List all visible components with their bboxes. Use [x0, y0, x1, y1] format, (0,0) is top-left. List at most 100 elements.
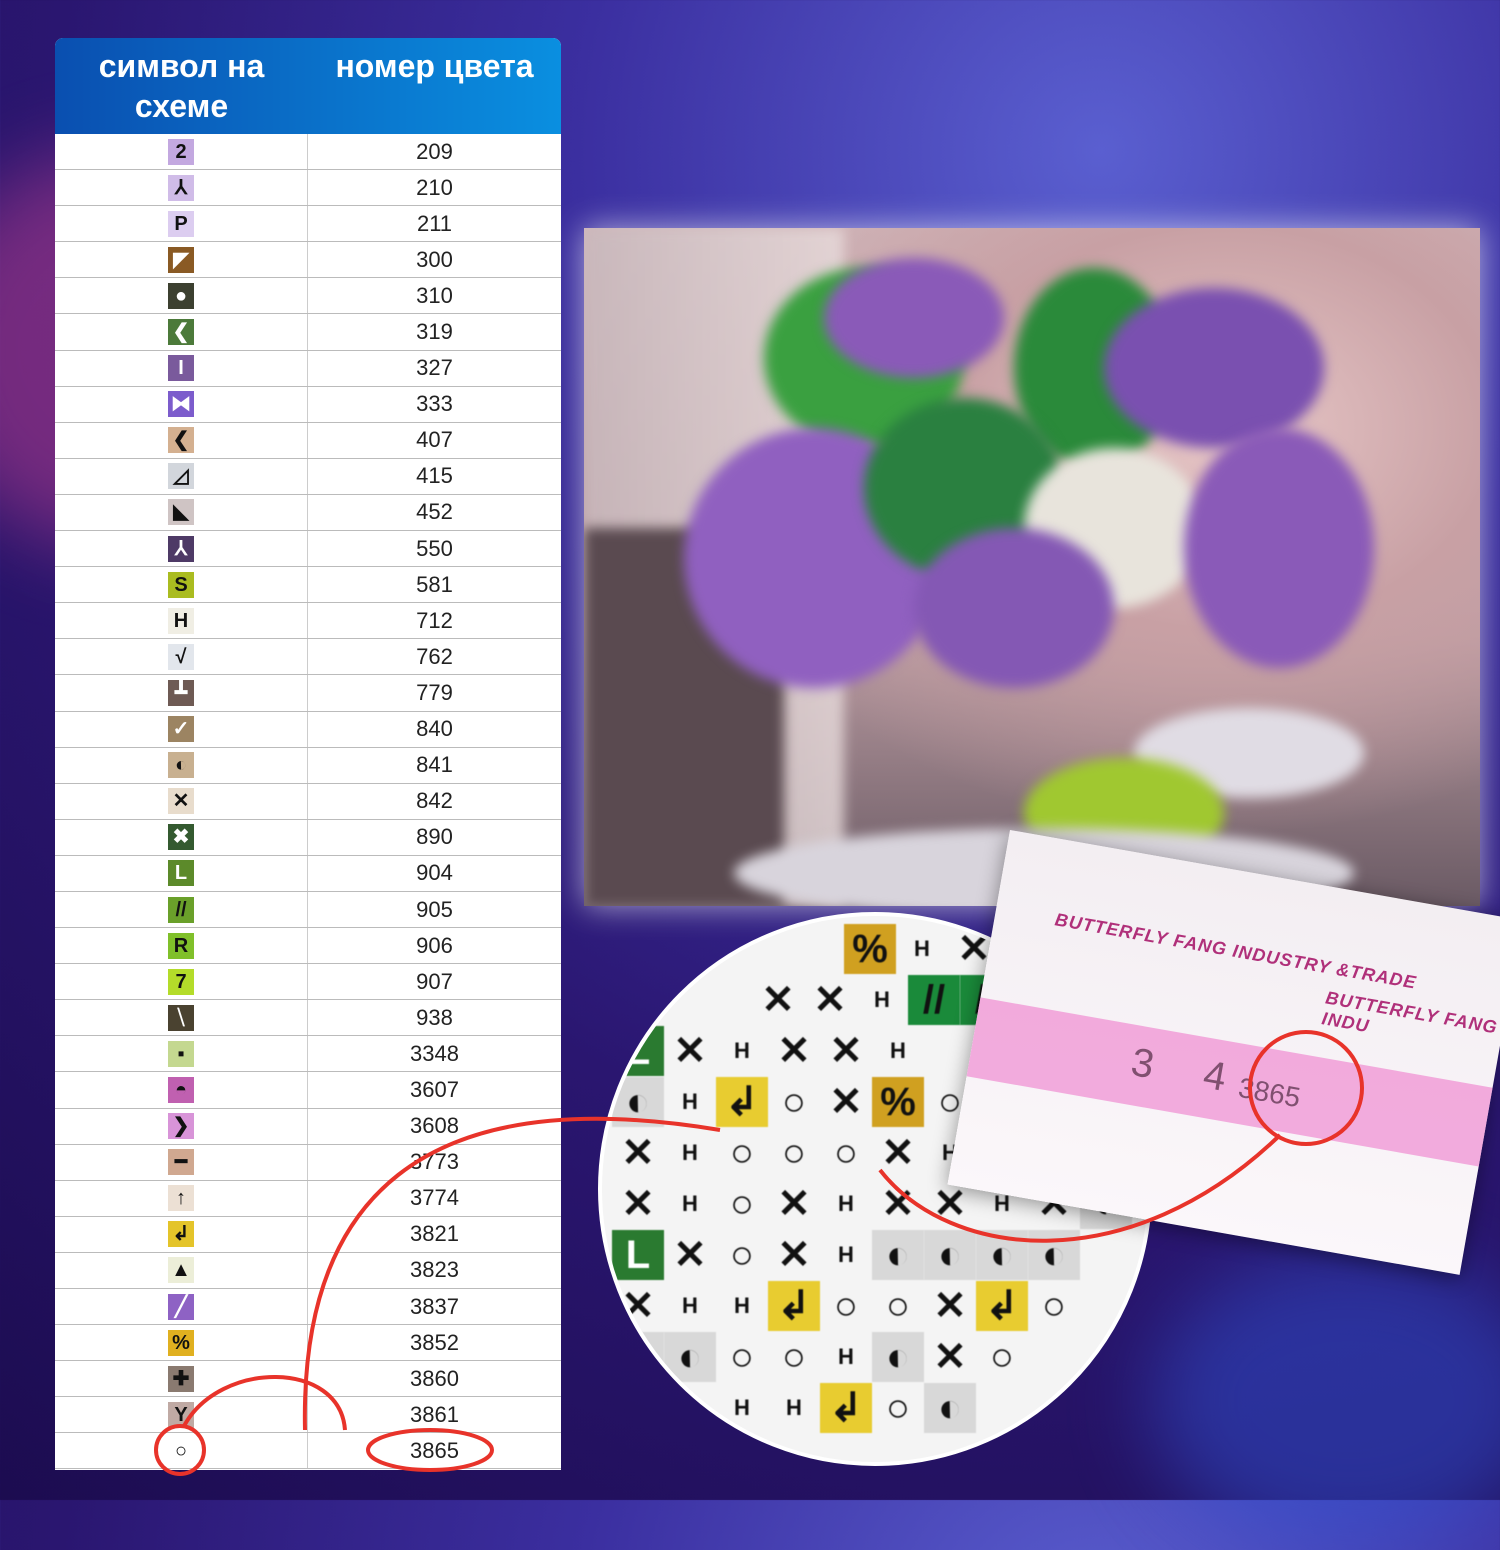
- symbol-cell: ✓: [55, 711, 308, 747]
- pattern-symbol-icon: ━: [168, 1149, 194, 1176]
- pattern-symbol-icon: ❯: [168, 1113, 194, 1140]
- magnified-symbol: ○: [833, 1283, 859, 1328]
- color-legend-table: символ на схеме номер цвета 2 209 ⅄ 210 P 211…: [55, 38, 561, 1470]
- pattern-symbol-icon: ✓: [168, 716, 194, 743]
- magnified-symbol: H: [890, 1038, 906, 1063]
- table-row: ┻ 779: [55, 675, 561, 712]
- magnified-symbol: H: [786, 1395, 802, 1420]
- pattern-symbol-icon: √: [168, 643, 194, 670]
- pattern-symbol-icon: ◣: [168, 499, 194, 526]
- table-row: ❮ 319: [55, 314, 561, 351]
- table-row: ✓ 840: [55, 711, 561, 748]
- magnified-symbol: %: [844, 924, 896, 974]
- color-number: 3852: [410, 1329, 459, 1355]
- magnified-symbol: H: [734, 1038, 750, 1063]
- pattern-symbol-icon: L: [168, 860, 194, 887]
- color-number: 3608: [410, 1113, 459, 1139]
- highlight-number-ellipse: [366, 1428, 494, 1472]
- table-row: ⅄ 550: [55, 531, 561, 568]
- pattern-symbol-icon: ●: [168, 282, 194, 309]
- color-number: 3823: [410, 1257, 459, 1283]
- table-row: √ 762: [55, 639, 561, 676]
- symbol-cell: ◿: [55, 458, 308, 494]
- color-number: 3860: [410, 1365, 459, 1391]
- color-number: 712: [416, 607, 453, 633]
- color-number: 938: [416, 1004, 453, 1030]
- magnified-symbol: H: [682, 1293, 698, 1318]
- magnified-symbol: ○: [729, 1334, 755, 1379]
- symbol-cell: ❮: [55, 314, 308, 350]
- symbol-cell: ❯: [55, 1108, 308, 1144]
- magnified-symbol: ○: [833, 1130, 859, 1175]
- magnified-symbol: ○: [625, 1385, 651, 1430]
- symbol-cell: Y: [55, 1397, 308, 1433]
- table-row: ━ 3773: [55, 1144, 561, 1181]
- color-number: 842: [416, 788, 453, 814]
- pattern-symbol-icon: 7: [168, 968, 194, 995]
- color-number: 762: [416, 643, 453, 669]
- color-number: 210: [416, 174, 453, 200]
- color-number: 327: [416, 355, 453, 381]
- color-number: 3861: [410, 1401, 459, 1427]
- magnified-symbol: ○: [1041, 1283, 1067, 1328]
- symbol-cell: ◣: [55, 494, 308, 531]
- pattern-symbol-icon: //: [168, 896, 194, 923]
- color-number: 904: [416, 860, 453, 886]
- connector-line: [878, 1133, 1282, 1243]
- symbol-cell: P: [55, 206, 308, 242]
- symbol-cell: ○: [55, 1433, 308, 1469]
- pattern-symbol-icon: ✖: [168, 824, 194, 851]
- magnified-symbol: H: [682, 1089, 698, 1114]
- pattern-symbol-icon: ⧹: [168, 1004, 194, 1031]
- symbol-cell: ⧓: [55, 386, 308, 422]
- magnified-symbol: ◐: [924, 1230, 976, 1280]
- table-row: ▪ 3348: [55, 1036, 561, 1073]
- symbol-cell: ▲: [55, 1252, 308, 1288]
- pattern-symbol-icon: S: [168, 571, 194, 598]
- table-row: ⧓ 333: [55, 386, 561, 423]
- table-row: ◣ 452: [55, 494, 561, 532]
- magnified-symbol: ○: [885, 1283, 911, 1328]
- symbol-cell: ●: [55, 278, 308, 314]
- table-row: L 904: [55, 855, 561, 892]
- symbol-cell: 2: [55, 134, 308, 170]
- magnified-symbol: ✕: [829, 1080, 863, 1124]
- symbol-cell: ✚: [55, 1361, 308, 1397]
- pattern-symbol-icon: ┻: [168, 679, 194, 706]
- symbol-cell: ↲: [55, 1216, 308, 1252]
- magnified-symbol: ✕: [621, 1131, 655, 1175]
- symbol-cell: ↑: [55, 1180, 308, 1216]
- pattern-symbol-icon: ◐: [168, 752, 194, 779]
- symbol-cell: H: [55, 603, 308, 639]
- magnified-symbol: ✕: [777, 1182, 811, 1226]
- pattern-symbol-icon: ✚: [168, 1365, 194, 1392]
- color-number: 581: [416, 571, 453, 597]
- magnified-symbol: ✕: [777, 1029, 811, 1073]
- color-number: 840: [416, 716, 453, 742]
- symbol-cell: ◤: [55, 242, 308, 278]
- pattern-symbol-icon: ○: [168, 1437, 194, 1464]
- table-row: ◤ 300: [55, 242, 561, 279]
- magnified-symbol: ✕: [621, 1182, 655, 1226]
- symbol-cell: I: [55, 350, 308, 386]
- symbol-cell: %: [55, 1325, 308, 1361]
- symbol-cell: √: [55, 639, 308, 675]
- color-number: 333: [416, 391, 453, 417]
- symbol-cell: ┻: [55, 675, 308, 711]
- pattern-symbol-icon: ▲: [168, 1257, 194, 1284]
- magnified-symbol: ○: [729, 1181, 755, 1226]
- pattern-symbol-icon: %: [168, 1329, 194, 1356]
- color-number: 209: [416, 138, 453, 164]
- table-body: 2 209 ⅄ 210 P 211 ◤ 300 ● 310 ❮ 319 I 327 ⧓ 333 ❮ 407 ◿ 415…: [55, 134, 561, 1470]
- table-row: ◐ 841: [55, 747, 561, 784]
- table-row: ◓ 3607: [55, 1072, 561, 1109]
- color-number: 415: [416, 463, 453, 489]
- pattern-symbol-icon: ⅄: [168, 535, 194, 562]
- table-row: ╱ 3837: [55, 1289, 561, 1326]
- magnified-symbol: %: [872, 1077, 924, 1127]
- header-number: номер цвета: [335, 48, 534, 84]
- magnified-symbol: H: [682, 1140, 698, 1165]
- color-number: 3821: [410, 1221, 459, 1247]
- pattern-symbol-icon: ❮: [168, 319, 194, 346]
- symbol-cell: ━: [55, 1144, 308, 1180]
